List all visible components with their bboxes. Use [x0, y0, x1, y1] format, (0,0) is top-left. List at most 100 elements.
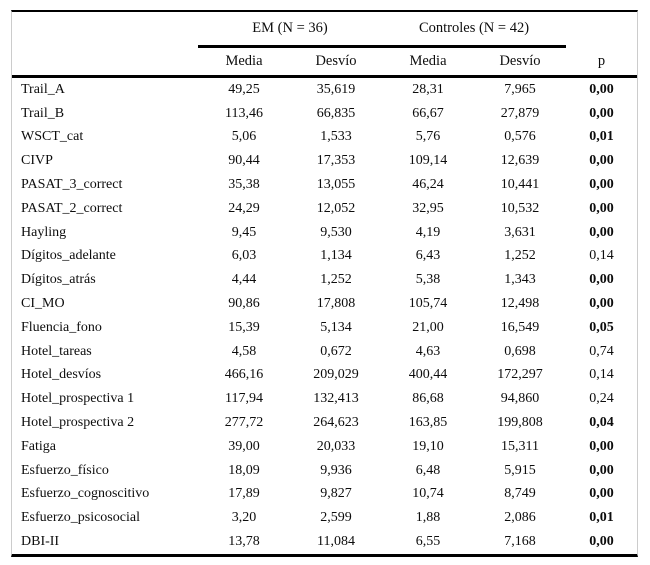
row-label: CIVP — [21, 153, 53, 169]
controles-desvio-value: 0,698 — [504, 343, 536, 359]
p-value: 0,00 — [589, 81, 614, 97]
column-header-media-em: Media — [225, 53, 263, 69]
table-row: Hotel_tareas 4,58 0,672 4,63 0,698 0,74 — [12, 340, 637, 364]
em-desvio-value: 17,353 — [316, 153, 356, 169]
table-row: Hotel_desvíos 466,16 209,029 400,44 172,… — [12, 364, 637, 388]
row-label: Trail_A — [21, 81, 65, 97]
table-row: Hotel_prospectiva 1 117,94 132,413 86,68… — [12, 387, 637, 411]
controles-desvio-value: 15,311 — [501, 438, 539, 454]
em-media-value: 6,03 — [231, 248, 257, 264]
row-label: Fatiga — [21, 438, 56, 454]
controles-desvio-value: 10,441 — [500, 177, 540, 193]
table-row: CIVP 90,44 17,353 109,14 12,639 0,00 — [12, 149, 637, 173]
em-media-value: 117,94 — [225, 391, 263, 407]
em-media-value: 4,44 — [231, 272, 257, 288]
p-value: 0,00 — [589, 153, 614, 169]
table-row: Trail_B 113,46 66,835 66,67 27,879 0,00 — [12, 102, 637, 126]
p-value: 0,24 — [589, 391, 614, 407]
table-row: Fatiga 39,00 20,033 19,10 15,311 0,00 — [12, 435, 637, 459]
em-desvio-value: 11,084 — [317, 534, 355, 550]
column-header-media-controles: Media — [409, 53, 447, 69]
row-label: CI_MO — [21, 296, 65, 312]
table-row: Hotel_prospectiva 2 277,72 264,623 163,8… — [12, 411, 637, 435]
em-desvio-value: 17,808 — [316, 296, 356, 312]
controles-media-value: 6,43 — [415, 248, 441, 264]
controles-desvio-value: 12,498 — [500, 296, 540, 312]
em-desvio-value: 1,252 — [320, 272, 352, 288]
p-value: 0,00 — [589, 486, 614, 502]
table-row: PASAT_2_correct 24,29 12,052 32,95 10,53… — [12, 197, 637, 221]
controles-media-value: 66,67 — [412, 105, 444, 121]
controles-desvio-value: 3,631 — [504, 224, 536, 240]
controles-media-value: 6,48 — [415, 462, 441, 478]
em-desvio-value: 35,619 — [316, 81, 356, 97]
em-media-value: 49,25 — [228, 81, 260, 97]
controles-media-value: 105,74 — [408, 296, 448, 312]
row-label: Hayling — [21, 224, 67, 240]
table-row: Esfuerzo_psicosocial 3,20 2,599 1,88 2,0… — [12, 506, 637, 530]
em-media-value: 5,06 — [231, 129, 257, 145]
em-media-value: 15,39 — [228, 319, 260, 335]
em-media-value: 17,89 — [228, 486, 260, 502]
p-value: 0,00 — [589, 296, 614, 312]
table-row: Trail_A 49,25 35,619 28,31 7,965 0,00 — [12, 78, 637, 102]
controles-media-value: 5,38 — [415, 272, 441, 288]
controles-media-value: 4,63 — [415, 343, 441, 359]
em-media-value: 13,78 — [228, 534, 260, 550]
p-value: 0,04 — [589, 415, 614, 431]
controles-media-value: 1,88 — [415, 510, 441, 526]
em-desvio-value: 9,530 — [320, 224, 352, 240]
em-media-value: 9,45 — [231, 224, 257, 240]
p-value: 0,00 — [589, 177, 614, 193]
em-media-value: 90,86 — [228, 296, 260, 312]
p-value: 0,00 — [589, 534, 614, 550]
table-row: Dígitos_adelante 6,03 1,134 6,43 1,252 0… — [12, 245, 637, 269]
em-media-value: 39,00 — [228, 438, 260, 454]
controles-desvio-value: 172,297 — [497, 367, 543, 383]
controles-media-value: 6,55 — [415, 534, 441, 550]
p-value: 0,00 — [589, 272, 614, 288]
controles-desvio-value: 94,860 — [500, 391, 540, 407]
column-header-desvio-em: Desvío — [315, 53, 357, 69]
row-label: PASAT_3_correct — [21, 177, 123, 193]
p-value: 0,00 — [589, 438, 614, 454]
controles-media-value: 32,95 — [412, 200, 444, 216]
row-label: Hotel_tareas — [21, 343, 92, 359]
row-label: Esfuerzo_psicosocial — [21, 510, 140, 526]
table-row: Hayling 9,45 9,530 4,19 3,631 0,00 — [12, 221, 637, 245]
controles-desvio-value: 0,576 — [504, 129, 536, 145]
em-desvio-value: 1,533 — [320, 129, 352, 145]
controles-desvio-value: 10,532 — [500, 200, 540, 216]
p-value: 0,00 — [589, 462, 614, 478]
row-label: Fluencia_fono — [21, 319, 102, 335]
column-header-desvio-controles: Desvío — [499, 53, 541, 69]
em-desvio-value: 12,052 — [316, 200, 356, 216]
table-row: PASAT_3_correct 35,38 13,055 46,24 10,44… — [12, 173, 637, 197]
group-header-controles: Controles (N = 42) — [418, 20, 530, 36]
p-value: 0,00 — [589, 200, 614, 216]
em-media-value: 90,44 — [228, 153, 260, 169]
em-media-value: 35,38 — [228, 177, 260, 193]
controles-desvio-value: 7,965 — [504, 81, 536, 97]
em-desvio-value: 5,134 — [320, 319, 352, 335]
header-bottom-rule — [12, 75, 637, 78]
table-row: CI_MO 90,86 17,808 105,74 12,498 0,00 — [12, 292, 637, 316]
controles-desvio-value: 1,343 — [504, 272, 536, 288]
table-row: Fluencia_fono 15,39 5,134 21,00 16,549 0… — [12, 316, 637, 340]
p-value: 0,01 — [589, 510, 614, 526]
controles-media-value: 46,24 — [412, 177, 444, 193]
p-value: 0,00 — [589, 105, 614, 121]
row-label: DBI-II — [21, 534, 60, 550]
em-desvio-value: 9,936 — [320, 462, 352, 478]
p-value: 0,00 — [589, 224, 614, 240]
table-body: Trail_A 49,25 35,619 28,31 7,965 0,00 Tr… — [12, 78, 637, 554]
controles-desvio-value: 2,086 — [504, 510, 536, 526]
controles-desvio-value: 12,639 — [500, 153, 540, 169]
table-row: Dígitos_atrás 4,44 1,252 5,38 1,343 0,00 — [12, 268, 637, 292]
row-label: Hotel_desvíos — [21, 367, 102, 383]
p-value: 0,14 — [589, 248, 614, 264]
controles-desvio-value: 199,808 — [497, 415, 543, 431]
em-desvio-value: 264,623 — [313, 415, 359, 431]
controles-media-value: 5,76 — [415, 129, 441, 145]
controles-media-value: 109,14 — [408, 153, 448, 169]
